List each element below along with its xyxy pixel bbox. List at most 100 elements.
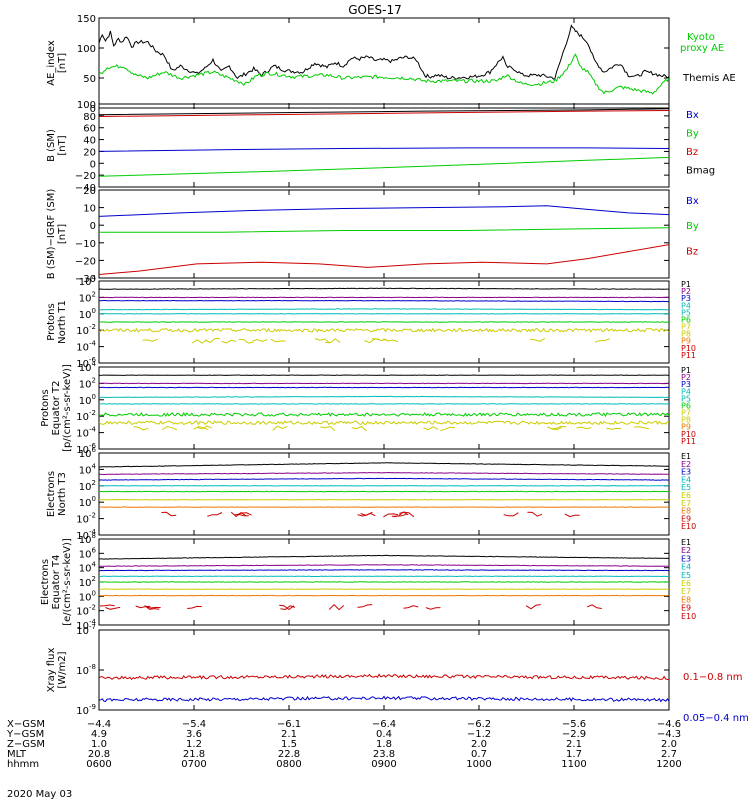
legend-entry: P1 xyxy=(681,366,691,375)
legend-entry: Bmag xyxy=(686,165,715,176)
legend-entry: 0.1−0.8 nm xyxy=(683,672,742,683)
y-tick-exponent: 2 xyxy=(92,479,96,487)
legend-entry: By xyxy=(686,128,699,139)
orbit-value: 21.8 xyxy=(183,749,205,760)
orbit-value: −4.6 xyxy=(657,719,681,730)
y-axis-label: Equator T4 xyxy=(51,555,62,610)
legend-entry: P2 xyxy=(681,373,691,382)
y-axis-label: North T3 xyxy=(57,472,68,516)
series-line xyxy=(99,411,669,418)
series-line xyxy=(99,673,669,681)
y-tick-label: 60 xyxy=(83,124,96,135)
legend-entry: P10 xyxy=(681,430,696,439)
legend-entry: E4 xyxy=(681,563,691,572)
series-fragment xyxy=(364,338,380,344)
series-fragment xyxy=(503,512,519,517)
y-tick-label: −20 xyxy=(75,171,96,182)
y-tick-exponent: 4 xyxy=(92,274,97,282)
y-axis-label: [e/(cm²-s-sr-keV)] xyxy=(62,538,73,626)
legend-entry: P6 xyxy=(681,401,691,410)
orbit-value: 0900 xyxy=(371,759,396,770)
y-axis-label: [nT] xyxy=(57,224,68,244)
legend-entry: Bz xyxy=(686,147,698,158)
series-line xyxy=(99,299,669,303)
panel-8: 10-7 10-8 10-9 Xray flux [W/m2] 0.1−0.8 nm 0.0… xyxy=(46,623,749,724)
panel-3: −30 −20 −10 0 10 20 B (SM)−IGRF (SM) [nT] Bx By Bz xyxy=(46,186,699,285)
y-tick-exponent: -4 xyxy=(89,426,97,434)
legend-entry: E10 xyxy=(681,522,696,531)
series-line xyxy=(99,147,669,152)
orbit-value: 2.1 xyxy=(566,739,582,750)
series-fragment xyxy=(634,426,649,430)
legend-entry: P3 xyxy=(681,294,691,303)
y-axis-label: Xray flux xyxy=(46,648,57,693)
y-tick-label: 102 xyxy=(79,376,96,390)
series-line xyxy=(99,156,669,177)
y-tick-label: −40 xyxy=(75,183,96,194)
orbit-value: 1.0 xyxy=(91,739,107,750)
y-tick-exponent: 2 xyxy=(92,376,96,384)
legend-entry: E1 xyxy=(681,452,691,461)
legend-entry: P11 xyxy=(681,351,696,360)
y-tick-label: 0 xyxy=(90,221,96,232)
orbit-value: 4.9 xyxy=(91,729,107,740)
y-tick-label: 10-9 xyxy=(76,703,96,717)
panel-frame xyxy=(98,103,670,188)
legend-entry: P5 xyxy=(681,308,691,317)
legend-entry: E5 xyxy=(681,571,691,580)
y-tick-label: 10-8 xyxy=(76,663,96,677)
y-tick-label: 10-2 xyxy=(76,323,96,337)
orbit-value: −4.4 xyxy=(87,719,111,730)
series-fragment xyxy=(99,604,115,607)
legend-entry: E7 xyxy=(681,587,691,596)
series-fragment xyxy=(423,426,439,431)
orbit-value: −6.4 xyxy=(372,719,396,730)
orbit-value: 0700 xyxy=(181,759,206,770)
y-tick-label: 50 xyxy=(83,74,96,85)
series-fragment xyxy=(135,605,151,609)
series-line xyxy=(99,462,669,468)
legend-entry: E7 xyxy=(681,499,691,508)
y-axis-label: Electrons xyxy=(40,559,51,605)
y-axis-label: [nT] xyxy=(57,53,68,73)
y-tick-label: 100 xyxy=(79,589,96,603)
legend-entry: E6 xyxy=(681,579,691,588)
y-tick-label: 104 xyxy=(79,360,97,374)
y-tick-exponent: 4 xyxy=(92,561,97,569)
series-fragment xyxy=(594,338,610,343)
orbit-value: 22.8 xyxy=(278,749,300,760)
y-tick-label: 104 xyxy=(79,561,97,575)
y-axis-label: [nT] xyxy=(57,135,68,155)
legend-entry: E9 xyxy=(681,604,691,613)
legend-entry: P1 xyxy=(681,280,691,289)
y-tick-exponent: -8 xyxy=(89,663,96,671)
y-tick-label: 10-2 xyxy=(76,409,96,423)
legend-entry: E1 xyxy=(681,538,691,547)
series-fragment xyxy=(606,427,622,430)
orbit-row-label: Y−GSM xyxy=(6,729,44,740)
orbit-value: −6.2 xyxy=(467,719,491,730)
series-fragment xyxy=(270,338,286,343)
series-line xyxy=(99,205,669,217)
y-tick-label: 102 xyxy=(79,290,96,304)
series-line xyxy=(99,227,669,233)
y-axis-label: Protons xyxy=(46,303,57,340)
legend-entry: E8 xyxy=(681,507,691,516)
series-fragment xyxy=(551,425,567,430)
legend-entry: P8 xyxy=(681,330,691,339)
orbit-value: 1.2 xyxy=(186,739,202,750)
series-line xyxy=(99,53,669,95)
legend-entry: E10 xyxy=(681,612,696,621)
y-tick-exponent: 8 xyxy=(92,532,96,540)
orbit-value: 0800 xyxy=(276,759,301,770)
series-fragment xyxy=(161,425,178,431)
y-tick-exponent: -6 xyxy=(89,442,97,450)
legend-entry: P7 xyxy=(681,409,691,418)
